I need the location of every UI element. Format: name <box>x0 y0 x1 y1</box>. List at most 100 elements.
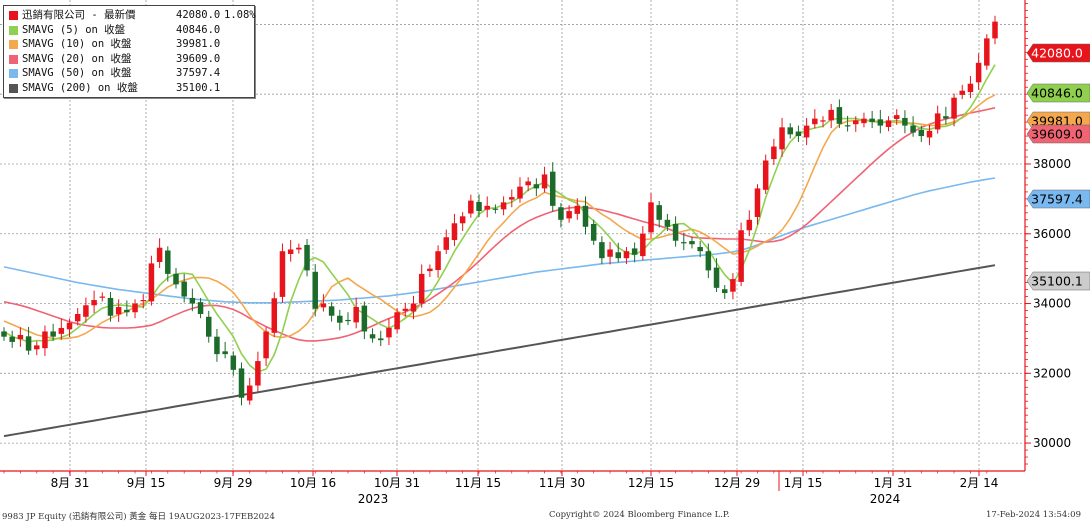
candle <box>861 112 867 128</box>
candle-body <box>607 249 613 257</box>
y-tick-label: 36000 <box>1033 227 1071 241</box>
chart-legend[interactable]: 迅銷有限公司 - 最新價 42080.0 1.08% SMAVG (5) on … <box>3 5 256 98</box>
candles-group <box>1 15 998 406</box>
candle <box>623 247 630 265</box>
candle-body <box>566 211 572 219</box>
legend-row-sma10: SMAVG (10) on 收盤 39981.0 <box>4 37 254 52</box>
x-tick-label: 11月 15 <box>455 476 501 490</box>
candle-body <box>279 251 286 297</box>
candle-body <box>959 90 965 95</box>
candle <box>189 288 196 312</box>
candle-body <box>34 345 40 350</box>
candle-body <box>967 83 974 93</box>
candle <box>672 216 679 247</box>
candle-body <box>58 327 65 334</box>
candle-body <box>631 248 638 255</box>
sma-20-line-group <box>3 107 996 342</box>
candle <box>287 240 294 262</box>
candle <box>541 166 548 193</box>
candle-body <box>656 205 662 220</box>
candle-body <box>623 251 630 259</box>
candle-body <box>25 336 32 351</box>
candle <box>386 318 392 346</box>
candle <box>820 116 826 128</box>
candle <box>214 329 220 362</box>
legend-sma20-name: SMAVG (20) on 收盤 <box>22 52 132 65</box>
candle <box>771 138 777 166</box>
x-tick-label: 12月 15 <box>628 476 674 490</box>
candle-body <box>50 331 56 337</box>
candle <box>967 76 974 99</box>
candle-body <box>271 298 278 333</box>
candle <box>484 196 490 218</box>
candle-body <box>754 188 761 218</box>
candle-body <box>558 207 564 220</box>
candle <box>525 177 531 192</box>
candle <box>451 213 458 246</box>
candle-body <box>263 331 269 359</box>
candle-body <box>353 307 359 323</box>
candle <box>590 219 597 245</box>
candle-body <box>902 117 908 126</box>
candle <box>828 103 834 129</box>
sma-50-line <box>3 177 996 304</box>
candle-body <box>787 127 793 135</box>
candle <box>402 302 409 317</box>
candle <box>566 205 572 223</box>
candle-body <box>443 237 450 250</box>
candle <box>893 109 900 125</box>
candle <box>353 297 359 329</box>
candle-body <box>99 296 106 298</box>
candle <box>58 318 65 340</box>
candle <box>320 294 327 312</box>
legend-row-price: 迅銷有限公司 - 最新價 42080.0 1.08% <box>4 8 256 23</box>
legend-sma50-name: SMAVG (50) on 收盤 <box>22 67 132 79</box>
legend-sma10-value: 39981.0 <box>176 38 221 50</box>
legend-row-sma200: SMAVG (200) on 收盤 35100.1 <box>4 81 254 96</box>
candle-body <box>386 327 392 338</box>
candle-body <box>590 223 597 241</box>
candle <box>738 222 744 287</box>
candle <box>713 258 720 293</box>
candle-body <box>337 315 343 323</box>
x-tick-label: 8月 31 <box>51 476 90 490</box>
candle-body <box>9 336 15 342</box>
candle-body <box>615 252 622 259</box>
candle <box>99 292 106 302</box>
candle <box>959 84 965 100</box>
candle <box>394 308 400 334</box>
candle <box>762 154 769 194</box>
candle <box>910 116 916 137</box>
candle-body <box>992 21 998 39</box>
candle <box>615 242 622 263</box>
candle <box>631 242 638 263</box>
price-tag-bg <box>1026 83 1090 103</box>
sma-5-line-group <box>3 64 996 373</box>
candle-body <box>541 174 548 189</box>
candle-body <box>132 303 138 313</box>
legend-sma200-name: SMAVG (200) on 收盤 <box>22 81 138 94</box>
price-tag: 37597.4 <box>1026 189 1090 209</box>
candle-body <box>255 361 261 386</box>
legend-row-sma50: SMAVG (50) on 收盤 37597.4 <box>4 66 254 81</box>
candle-body <box>214 336 220 355</box>
candle <box>853 116 859 132</box>
candle-body <box>148 263 155 302</box>
candle <box>517 177 523 203</box>
price-tag-bg <box>1026 43 1090 63</box>
candle <box>312 264 318 317</box>
candle <box>746 210 753 237</box>
candle <box>410 295 417 320</box>
price-tag: 35100.1 <box>1026 271 1090 291</box>
price-tags-group: 42080.040846.039981.039609.037597.435100… <box>1026 43 1090 291</box>
price-tag-label: 35100.1 <box>1031 274 1083 289</box>
candle <box>648 192 654 239</box>
candle <box>951 93 957 127</box>
candle-body <box>107 297 114 316</box>
candle <box>492 204 499 214</box>
candle-body <box>803 125 810 138</box>
candle-body <box>189 297 196 304</box>
candle-body <box>934 113 941 130</box>
candle-body <box>165 250 171 274</box>
candle-body <box>746 219 753 231</box>
